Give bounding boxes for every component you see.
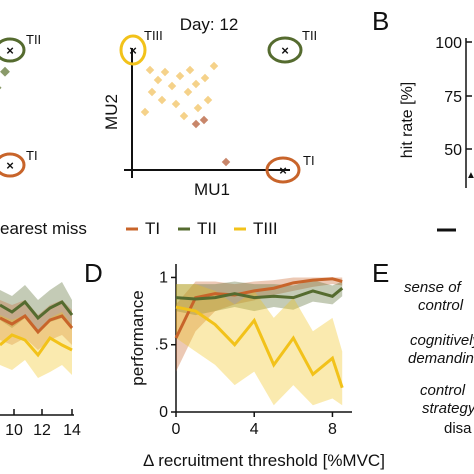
ti-label-left: TI xyxy=(26,148,38,163)
legend: earest miss TI TII TIII xyxy=(0,219,278,238)
panel-e: E sense of control cognitively demanding… xyxy=(372,258,474,437)
tii-scatter-point-left xyxy=(0,66,10,77)
scatter-point xyxy=(171,99,181,109)
panel-b-tick-label-50: 50 xyxy=(444,142,462,159)
panel-c-title: Day: 12 xyxy=(180,15,239,34)
scatter-point xyxy=(153,75,163,85)
panel-d-letter: D xyxy=(84,258,103,288)
panel-b-tick-label-100: 100 xyxy=(435,35,462,52)
panel-e-line-1: sense of xyxy=(404,279,463,296)
left-line-yellow xyxy=(0,333,73,358)
scatter-point xyxy=(175,71,185,81)
scatter-point xyxy=(157,95,167,105)
left-bottom-tick-label-10: 10 xyxy=(5,422,23,439)
left-band-yellow xyxy=(0,312,72,378)
tiii-label: TIII xyxy=(144,28,163,43)
scatter-point xyxy=(191,79,201,89)
ti-label: TI xyxy=(303,153,315,168)
panel-e-line-6: strategy xyxy=(422,400,474,417)
legend-nearest-miss: earest miss xyxy=(0,219,87,238)
tii-target-x: × xyxy=(281,43,289,58)
line-tii xyxy=(175,287,344,301)
panel-e-line-7: disa xyxy=(444,420,472,437)
panel-b: B hit rate [%] 100 75 50 ▲ xyxy=(372,6,474,232)
panel-e-line-4: demanding xyxy=(408,350,474,367)
scatter-point xyxy=(160,67,170,77)
panel-d-y-tick-label: .5 xyxy=(155,337,168,354)
scatter-point xyxy=(200,73,210,83)
ti-target-x-left: × xyxy=(6,158,14,173)
scatter-point xyxy=(145,65,155,75)
tii-label-left: TII xyxy=(26,32,41,47)
scatter-point xyxy=(203,95,213,105)
band-tiii xyxy=(176,284,343,406)
panel-d-y-tick-label: 1 xyxy=(159,269,168,286)
legend-ti-label: TI xyxy=(145,219,160,238)
panel-d-ylabel: performance xyxy=(128,290,147,385)
panel-d-x-tick-label: 4 xyxy=(250,421,259,438)
left-bottom-tick-label-12: 12 xyxy=(33,422,51,439)
line-ti xyxy=(174,277,343,339)
panel-d-x-tick-label: 8 xyxy=(328,421,337,438)
tii-scatter-point-left-2 xyxy=(0,84,2,92)
scatter-point xyxy=(185,65,195,75)
left-bottom-tick-label-14: 14 xyxy=(63,422,81,439)
ti-target-x: × xyxy=(279,163,287,178)
panel-b-tick-label-75: 75 xyxy=(444,89,462,106)
panel-c: Day: 12 MU1 MU2 × TIII × TII × TI xyxy=(102,15,317,199)
left-line-green xyxy=(0,299,74,321)
panel-c-scatter xyxy=(140,61,231,167)
panel-b-marker: ▲ xyxy=(466,170,474,181)
scatter-point xyxy=(183,87,193,97)
tiii-target-x: × xyxy=(129,43,137,58)
scatter-point xyxy=(147,87,157,97)
band-ti xyxy=(176,277,343,372)
ti-target-ellipse-left xyxy=(0,152,26,178)
panel-e-line-3: cognitively xyxy=(410,332,474,349)
panel-d: D performance Δ recruitment threshold [%… xyxy=(84,258,385,470)
panel-e-line-2: control xyxy=(418,297,464,314)
panel-b-letter: B xyxy=(372,6,389,36)
scatter-point xyxy=(140,107,150,117)
left-line-orange xyxy=(0,314,74,335)
panel-c-ylabel: MU2 xyxy=(102,94,121,130)
panel-d-x-tick-label: 0 xyxy=(172,421,181,438)
left-bottom-partial-panel: 10 12 14 xyxy=(0,282,81,439)
tiii-target-ellipse xyxy=(119,34,147,66)
panel-d-plot: 0 4 8 0 .5 1 xyxy=(155,264,352,438)
tii-target-x-left: × xyxy=(6,43,14,58)
legend-tiii-label: TIII xyxy=(253,219,278,238)
tii-label: TII xyxy=(302,28,317,43)
scatter-point xyxy=(221,157,231,167)
left-partial-panel: × TII × TI xyxy=(0,32,41,178)
scatter-point xyxy=(193,103,203,113)
tii-target-ellipse-left xyxy=(0,37,26,63)
panel-d-xlabel: Δ recruitment threshold [%MVC] xyxy=(143,451,385,470)
panel-b-ylabel: hit rate [%] xyxy=(399,82,416,158)
scatter-point xyxy=(209,61,219,71)
panel-c-xlabel: MU1 xyxy=(194,180,230,199)
scatter-point xyxy=(199,115,209,125)
panel-d-y-tick-label: 0 xyxy=(159,404,168,421)
line-tiii xyxy=(175,305,344,389)
legend-tii-label: TII xyxy=(197,219,217,238)
tii-target-ellipse xyxy=(267,36,303,64)
panel-e-letter: E xyxy=(372,258,389,288)
ti-target-ellipse xyxy=(265,156,301,184)
scatter-point xyxy=(179,111,189,121)
panel-e-line-5: control xyxy=(420,382,466,399)
scatter-point xyxy=(167,81,177,91)
scatter-point xyxy=(191,119,201,129)
